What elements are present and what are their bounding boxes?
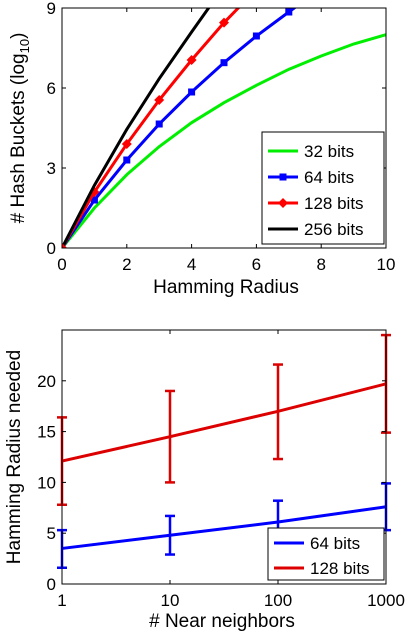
y-tick-label: 10	[37, 473, 56, 492]
x-tick-label: 2	[122, 255, 131, 274]
x-tick-label: 8	[316, 255, 325, 274]
y-tick-label: 3	[47, 159, 56, 178]
y-tick-label: 20	[37, 372, 56, 391]
x-tick-label: 1000	[367, 591, 405, 610]
series-line-32-bits	[62, 33, 386, 248]
legend-marker-128-bits	[278, 198, 288, 208]
y-tick-label: 5	[47, 524, 56, 543]
y-axis-label-main: # Hash Buckets (log	[8, 53, 29, 223]
x-tick-label: 1	[57, 591, 66, 610]
x-tick-label: 10	[161, 591, 180, 610]
x-tick-label: 10	[377, 255, 396, 274]
y-tick-label: 15	[37, 423, 56, 442]
plot-frame	[61, 329, 387, 585]
y-axis-label: # Hash Buckets (log10)	[8, 33, 32, 224]
data-point-64-bits	[252, 32, 260, 40]
y-tick-label: 0	[47, 239, 56, 258]
legend-label-128-bits: 128 bits	[310, 559, 370, 578]
data-point-64-bits	[188, 88, 196, 96]
data-point-128-bits	[219, 17, 229, 28]
legend: 64 bits 128 bits	[267, 527, 385, 581]
data-point-64-bits	[123, 156, 131, 164]
legend-box	[267, 527, 385, 581]
y-axis-label-subscript: 10	[17, 39, 32, 53]
legend: 32 bits 64 bits 128 bits 256 bits	[261, 131, 385, 245]
data-point-64-bits	[285, 8, 293, 16]
y-axis-label: Hamming Radius needed	[4, 350, 25, 564]
hamming-radius-chart: 1 10 100 1000 0 5 10 15 20 # Near neighbors Hamm…	[4, 329, 405, 632]
x-tick-label: 100	[264, 591, 292, 610]
data-point-64-bits	[155, 120, 163, 128]
data-point-128-bits	[186, 55, 197, 65]
hash-buckets-chart: 0 2 4 6 8 10 0 3 6 9 Hamming Radius # Hash Bucket…	[8, 0, 395, 298]
legend-label-256-bits: 256 bits	[304, 220, 364, 239]
data-point-64-bits	[90, 196, 98, 204]
data-point-origin	[62, 243, 67, 248]
x-axis-label: # Near neighbors	[149, 611, 295, 632]
legend-marker-64-bits	[279, 173, 287, 181]
x-tick-label: 4	[187, 255, 196, 274]
data-point-64-bits	[220, 59, 228, 67]
plot-frame	[61, 7, 387, 249]
series-line-128-bits	[62, 8, 241, 248]
data-point-128-bits	[121, 139, 132, 149]
x-tick-label: 6	[252, 255, 261, 274]
series-line-128-bits	[61, 382, 387, 463]
series-line-256-bits	[62, 8, 211, 248]
legend-label-32-bits: 32 bits	[304, 142, 354, 161]
x-tick-label: 0	[57, 255, 66, 274]
y-axis-label-tail: )	[8, 33, 29, 39]
legend-label-64-bits: 64 bits	[304, 168, 354, 187]
y-tick-label: 6	[47, 79, 56, 98]
legend-label-128-bits: 128 bits	[304, 194, 364, 213]
y-tick-label: 0	[47, 575, 56, 594]
legend-label-64-bits: 64 bits	[310, 534, 360, 553]
series-line-64-bits	[61, 505, 387, 550]
y-tick-label: 9	[47, 0, 56, 18]
x-axis-label: Hamming Radius	[153, 277, 299, 298]
data-point-128-bits	[154, 95, 165, 105]
